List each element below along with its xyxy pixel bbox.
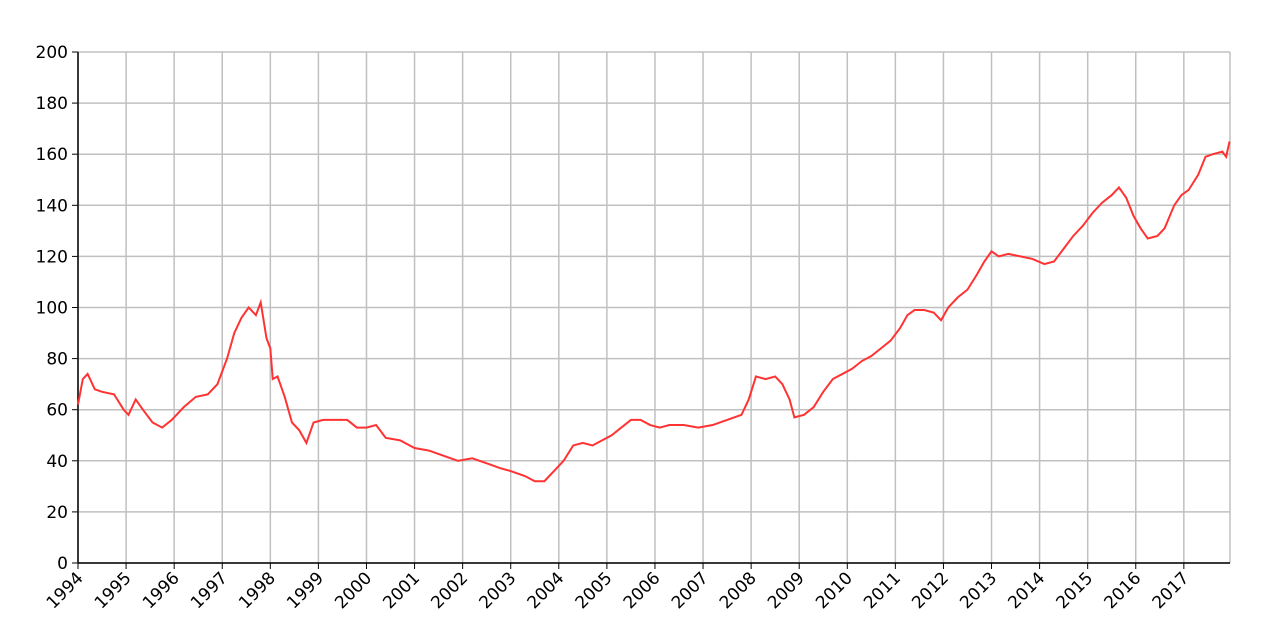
x-tick-label: 2008 (716, 568, 761, 613)
x-tick-label: 1995 (91, 568, 136, 613)
y-tick-label: 200 (36, 43, 68, 63)
y-tick-label: 100 (36, 299, 68, 319)
x-tick-label: 2000 (331, 568, 376, 613)
x-tick-label: 1994 (43, 568, 88, 613)
y-tick-label: 60 (46, 401, 68, 421)
x-tick-label: 1996 (139, 568, 184, 613)
x-tick-label: 2003 (476, 568, 521, 613)
y-tick-label: 40 (46, 452, 68, 472)
y-tick-label: 0 (57, 554, 68, 574)
x-tick-label: 2017 (1149, 568, 1194, 613)
y-tick-label: 160 (36, 145, 68, 165)
x-tick-label: 2004 (524, 568, 569, 613)
x-tick-label: 1999 (283, 568, 328, 613)
x-tick-label: 2009 (764, 568, 809, 613)
x-tick-label: 2005 (572, 568, 617, 613)
x-tick-label: 1998 (235, 568, 280, 613)
y-tick-label: 140 (36, 196, 68, 216)
x-tick-label: 2015 (1052, 568, 1097, 613)
x-tick-label: 2016 (1101, 568, 1146, 613)
x-tick-label: 2012 (908, 568, 953, 613)
x-tick-label: 2006 (620, 568, 665, 613)
y-tick-label: 120 (36, 247, 68, 267)
x-tick-label: 2014 (1004, 568, 1049, 613)
x-tick-label: 2007 (668, 568, 713, 613)
x-tick-label: 2011 (860, 568, 905, 613)
x-tick-label: 1997 (187, 568, 232, 613)
x-tick-label: 2002 (427, 568, 472, 613)
data-line (77, 141, 1231, 483)
y-tick-label: 80 (46, 350, 68, 370)
x-tick-label: 2001 (379, 568, 424, 613)
y-tick-label: 180 (36, 94, 68, 114)
x-tick-label: 2010 (812, 568, 857, 613)
x-tick-label: 2013 (956, 568, 1001, 613)
y-tick-label: 20 (46, 503, 68, 523)
